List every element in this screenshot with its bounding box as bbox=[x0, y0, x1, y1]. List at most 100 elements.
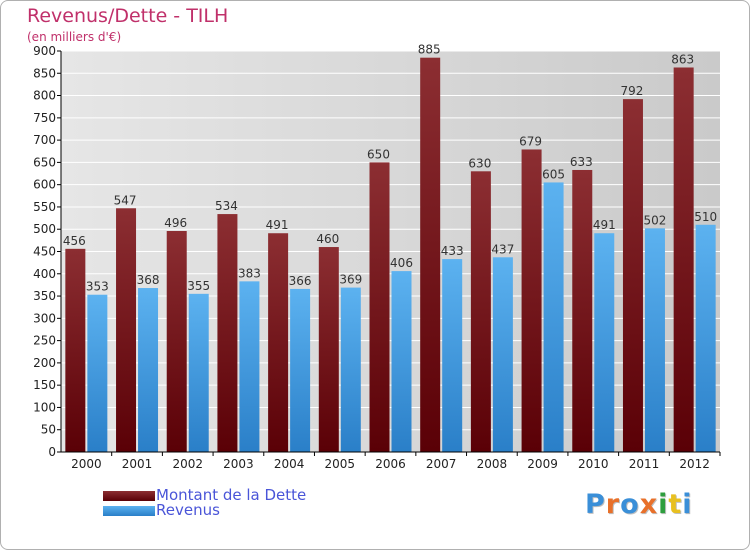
y-tick-label: 450 bbox=[33, 245, 56, 259]
x-tick-label: 2008 bbox=[477, 457, 508, 471]
y-tick-label: 50 bbox=[41, 423, 56, 437]
data-label: 679 bbox=[519, 134, 542, 148]
bar-revenus bbox=[340, 287, 361, 452]
y-tick-label: 550 bbox=[33, 200, 56, 214]
data-label: 792 bbox=[621, 84, 644, 98]
bar-dette bbox=[572, 169, 593, 453]
data-label: 383 bbox=[238, 266, 261, 280]
bar-dette bbox=[369, 162, 390, 452]
y-tick-label: 900 bbox=[33, 44, 56, 58]
chart-subtitle: (en milliers d'€) bbox=[27, 30, 122, 44]
data-label: 885 bbox=[418, 43, 441, 57]
y-tick-label: 650 bbox=[33, 155, 56, 169]
x-tick-label: 2004 bbox=[274, 457, 305, 471]
bar-revenus bbox=[391, 271, 412, 452]
data-label: 502 bbox=[644, 213, 667, 227]
bar-revenus bbox=[87, 294, 108, 452]
y-tick-label: 750 bbox=[33, 111, 56, 125]
data-label: 366 bbox=[289, 274, 312, 288]
y-tick-label: 250 bbox=[33, 334, 56, 348]
x-tick-label: 2003 bbox=[223, 457, 254, 471]
logo-letter: i bbox=[682, 489, 693, 520]
y-tick-label: 100 bbox=[33, 400, 56, 414]
logo-letter: r bbox=[605, 489, 621, 520]
logo-letter: P bbox=[585, 489, 606, 520]
data-label: 633 bbox=[570, 155, 593, 169]
x-tick-label: 2000 bbox=[71, 457, 102, 471]
data-label: 605 bbox=[542, 167, 565, 181]
bar-revenus bbox=[543, 182, 564, 452]
x-tick-label: 2007 bbox=[426, 457, 457, 471]
y-tick-label: 500 bbox=[33, 222, 56, 236]
bar-revenus bbox=[594, 233, 615, 452]
bar-dette bbox=[673, 67, 694, 452]
legend-swatch-dette bbox=[103, 491, 155, 501]
y-tick-label: 150 bbox=[33, 378, 56, 392]
x-tick-label: 2006 bbox=[375, 457, 406, 471]
data-label: 433 bbox=[441, 244, 464, 258]
bar-revenus bbox=[239, 281, 260, 452]
bar-revenus bbox=[695, 224, 716, 452]
logo-letter: i bbox=[658, 489, 669, 520]
y-tick-label: 300 bbox=[33, 311, 56, 325]
bar-revenus bbox=[188, 293, 209, 452]
data-label: 650 bbox=[367, 147, 390, 161]
logo-letter: o bbox=[620, 489, 640, 520]
x-tick-label: 2010 bbox=[578, 457, 609, 471]
bar-dette bbox=[116, 208, 137, 452]
data-label: 353 bbox=[86, 280, 109, 294]
bar-dette bbox=[217, 214, 238, 452]
data-labels: 456 353 547 368 496 355 534 383 491 366 460 369 650 4… bbox=[63, 43, 717, 294]
data-label: 496 bbox=[164, 216, 187, 230]
bar-revenus bbox=[138, 288, 159, 452]
data-label: 491 bbox=[266, 218, 289, 232]
data-label: 491 bbox=[593, 218, 616, 232]
x-tick-label: 2002 bbox=[172, 457, 203, 471]
x-tick-label: 2005 bbox=[325, 457, 356, 471]
axes: 0 50 100 150 200 250 300 350 400 450 500 550 600 650 7… bbox=[33, 44, 721, 471]
bar-revenus bbox=[290, 288, 311, 452]
chart-title: Revenus/Dette - TILH bbox=[27, 5, 229, 27]
y-tick-label: 850 bbox=[33, 66, 56, 80]
data-label: 355 bbox=[187, 279, 210, 293]
y-tick-label: 700 bbox=[33, 133, 56, 147]
bar-dette bbox=[268, 233, 289, 452]
logo-letter: x bbox=[639, 489, 659, 520]
bar-dette bbox=[622, 99, 643, 453]
data-label: 547 bbox=[114, 193, 137, 207]
data-label: 460 bbox=[316, 232, 339, 246]
proxiti-logo: Proxiti bbox=[585, 489, 693, 520]
bar-dette bbox=[420, 57, 441, 452]
y-tick-label: 200 bbox=[33, 356, 56, 370]
bars bbox=[65, 57, 716, 453]
x-tick-label: 2009 bbox=[527, 457, 558, 471]
data-label: 863 bbox=[671, 52, 694, 66]
logo-letter: t bbox=[668, 489, 683, 520]
data-label: 406 bbox=[390, 256, 413, 270]
y-tick-label: 600 bbox=[33, 178, 56, 192]
x-tick-label: 2012 bbox=[679, 457, 710, 471]
bar-dette bbox=[65, 248, 86, 452]
data-label: 630 bbox=[468, 156, 491, 170]
y-tick-label: 0 bbox=[48, 445, 56, 459]
x-tick-label: 2011 bbox=[629, 457, 660, 471]
legend-label-revenus: Revenus bbox=[156, 501, 220, 519]
y-tick-label: 800 bbox=[33, 89, 56, 103]
bar-dette bbox=[470, 171, 491, 453]
legend-label-dette: Montant de la Dette bbox=[156, 486, 307, 504]
bar-dette bbox=[318, 247, 339, 452]
y-tick-label: 400 bbox=[33, 267, 56, 281]
bar-revenus bbox=[442, 259, 463, 452]
bar-revenus bbox=[644, 228, 665, 452]
data-label: 456 bbox=[63, 234, 86, 248]
data-label: 510 bbox=[694, 210, 717, 224]
data-label: 534 bbox=[215, 199, 238, 213]
legend-swatch-revenus bbox=[103, 506, 155, 516]
y-tick-label: 350 bbox=[33, 289, 56, 303]
bar-revenus bbox=[492, 257, 513, 452]
bar-dette bbox=[166, 231, 187, 452]
x-tick-label: 2001 bbox=[122, 457, 153, 471]
bar-dette bbox=[521, 149, 542, 452]
